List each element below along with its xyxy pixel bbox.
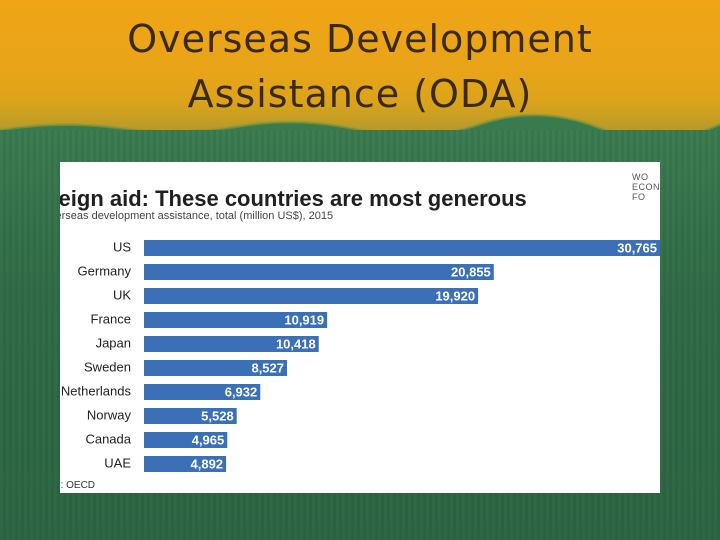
logo-line-2: ECONO: [632, 182, 660, 192]
bar-value-label: 20,855: [451, 264, 491, 279]
category-label: France: [91, 311, 131, 326]
category-label: Japan: [96, 335, 131, 350]
bar-value-label: 5,528: [201, 408, 234, 423]
bar-value-label: 19,920: [435, 288, 475, 303]
bar: [144, 264, 494, 280]
bar-value-label: 10,919: [284, 312, 324, 327]
bar-value-label: 30,765: [617, 240, 657, 255]
category-label: Sweden: [84, 359, 131, 374]
category-label: US: [113, 239, 131, 254]
world-economic-forum-logo-icon: WO ECONO FO: [632, 172, 660, 206]
bar-value-label: 8,527: [251, 360, 284, 375]
bar: [144, 240, 660, 256]
category-label: UAE: [104, 455, 131, 470]
bar: [144, 288, 478, 304]
category-label: Germany: [78, 263, 132, 278]
logo-line-1: WO: [632, 172, 660, 182]
bar-value-label: 4,965: [192, 432, 225, 447]
slide-title: Overseas Development Assistance (ODA): [0, 12, 720, 122]
logo-line-3: FO: [632, 192, 660, 202]
slide-title-line-2: Assistance (ODA): [0, 67, 720, 122]
bar-chart: US 30,765 Germany 20,855 UK 19,920 France 10,91…: [60, 162, 660, 493]
category-label: Canada: [85, 431, 131, 446]
bar-value-label: 4,892: [191, 456, 224, 471]
category-label: UK: [113, 287, 131, 302]
chart-source: ce: OECD: [60, 480, 95, 491]
slide-title-line-1: Overseas Development: [0, 12, 720, 67]
chart-image-panel: reign aid: These countries are most gene…: [60, 162, 660, 493]
category-label: Netherlands: [61, 383, 132, 398]
bar-value-label: 10,418: [276, 336, 316, 351]
bar-value-label: 6,932: [225, 384, 258, 399]
category-label: Norway: [87, 407, 132, 422]
